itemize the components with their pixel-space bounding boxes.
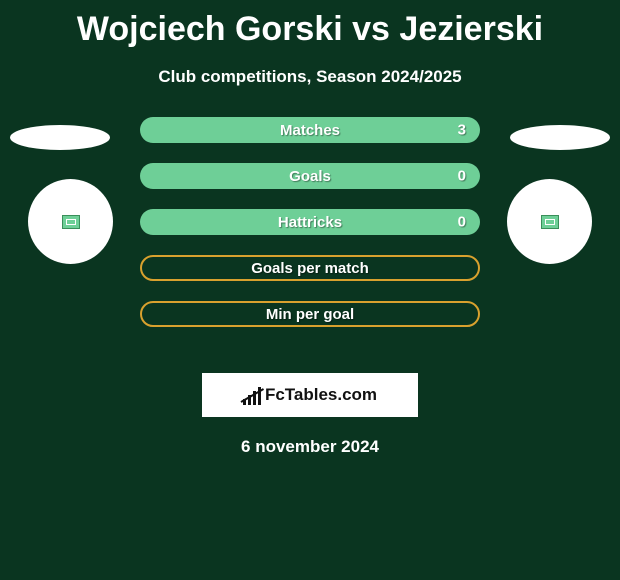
club-badge-right-placeholder-icon [541,215,559,229]
stat-row-goals: Goals 0 [140,163,480,189]
comparison-stage: Matches 3 Goals 0 Hattricks 0 Goals per … [0,117,620,357]
player-right-photo [510,125,610,150]
stat-row-matches: Matches 3 [140,117,480,143]
stat-label: Matches [280,122,340,139]
club-badge-right [507,179,592,264]
club-badge-left [28,179,113,264]
stat-label: Hattricks [278,214,342,231]
stat-rows: Matches 3 Goals 0 Hattricks 0 Goals per … [140,117,480,347]
brand-chart-icon [243,385,261,405]
brand-box: FcTables.com [202,373,418,417]
brand-text: FcTables.com [265,385,377,405]
subtitle: Club competitions, Season 2024/2025 [0,67,620,87]
stat-value-right: 0 [458,214,466,231]
stat-value-right: 3 [458,122,466,139]
stat-value-right: 0 [458,168,466,185]
stat-row-min-per-goal: Min per goal [140,301,480,327]
club-badge-left-placeholder-icon [62,215,80,229]
stat-label: Goals [289,168,331,185]
stat-label: Goals per match [251,260,369,277]
date-line: 6 november 2024 [0,437,620,457]
player-left-photo [10,125,110,150]
stat-row-hattricks: Hattricks 0 [140,209,480,235]
stat-row-goals-per-match: Goals per match [140,255,480,281]
stat-label: Min per goal [266,306,354,323]
page-title: Wojciech Gorski vs Jezierski [0,0,620,49]
